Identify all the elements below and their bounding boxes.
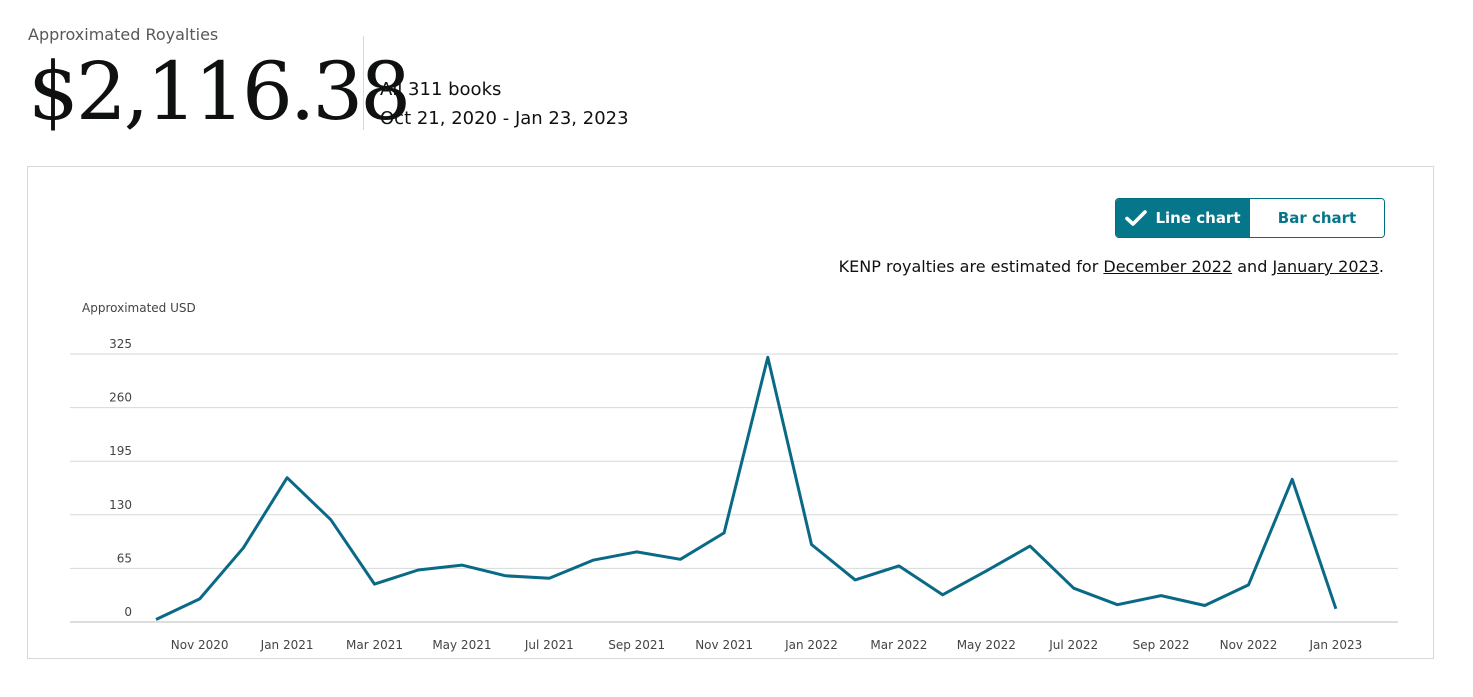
data-point[interactable] — [718, 527, 730, 539]
data-point[interactable] — [806, 538, 818, 550]
x-tick-label: Jul 2022 — [1048, 638, 1098, 652]
chart-panel: Line chart Bar chart KENP royalties are … — [27, 166, 1434, 659]
data-point[interactable] — [281, 472, 293, 484]
data-point[interactable] — [194, 593, 206, 605]
line-chart-button[interactable]: Line chart — [1116, 199, 1250, 237]
kenp-note-prefix: KENP royalties are estimated for — [838, 257, 1104, 276]
data-point[interactable] — [237, 542, 249, 554]
data-point[interactable] — [1111, 599, 1123, 611]
royalties-amount: $2,116.38 — [28, 45, 411, 138]
data-point[interactable] — [1068, 582, 1080, 594]
x-tick-label: Mar 2021 — [346, 638, 403, 652]
kenp-note-suffix: . — [1378, 257, 1384, 276]
x-tick-label: Sep 2021 — [608, 638, 665, 652]
y-tick-label: 0 — [124, 605, 132, 619]
y-tick-label: 260 — [109, 391, 132, 405]
data-point[interactable] — [762, 351, 774, 363]
y-axis-label: Approximated USD — [82, 301, 196, 315]
royalties-series-line — [155, 355, 1338, 621]
kenp-note-middle: and — [1232, 257, 1273, 276]
data-point[interactable] — [631, 546, 643, 558]
january-2023-link[interactable]: January 2023 — [1272, 257, 1379, 276]
data-point[interactable] — [543, 572, 555, 584]
y-tick-label: 130 — [109, 498, 132, 512]
data-point[interactable] — [1243, 579, 1255, 591]
royalties-line-chart: Approximated USD 0 65 130 195 260 325 Nov 202… — [70, 301, 1398, 652]
summary-divider — [363, 36, 364, 130]
date-range: Oct 21, 2020 - Jan 23, 2023 — [380, 108, 629, 129]
data-point[interactable] — [587, 554, 599, 566]
data-point[interactable] — [1199, 600, 1211, 612]
summary-label: Approximated Royalties — [28, 25, 219, 44]
december-2022-link[interactable]: December 2022 — [1103, 257, 1233, 276]
kenp-note: KENP royalties are estimated for Decembe… — [839, 257, 1384, 276]
x-tick-label: Jan 2023 — [1308, 638, 1362, 652]
data-point[interactable] — [325, 514, 337, 526]
x-tick-label: Jul 2021 — [524, 638, 574, 652]
chart-type-toggle: Line chart Bar chart — [1115, 198, 1385, 238]
data-point[interactable] — [150, 614, 162, 626]
x-tick-label: May 2022 — [957, 638, 1016, 652]
x-tick-label: Jan 2021 — [260, 638, 314, 652]
data-point[interactable] — [980, 565, 992, 577]
y-tick-label: 325 — [109, 337, 132, 351]
data-point[interactable] — [937, 589, 949, 601]
x-tick-label: Nov 2021 — [695, 638, 753, 652]
bar-chart-button[interactable]: Bar chart — [1250, 199, 1384, 237]
data-point[interactable] — [412, 564, 424, 576]
data-point[interactable] — [674, 553, 686, 565]
y-tick-label: 65 — [117, 551, 132, 565]
y-tick-label: 195 — [109, 444, 132, 458]
data-point[interactable] — [1155, 590, 1167, 602]
x-tick-label: Nov 2020 — [171, 638, 229, 652]
data-point[interactable] — [849, 574, 861, 586]
x-tick-label: Jan 2022 — [784, 638, 838, 652]
bar-chart-label: Bar chart — [1277, 209, 1357, 227]
x-tick-label: May 2021 — [432, 638, 491, 652]
data-point[interactable] — [369, 578, 381, 590]
data-point[interactable] — [893, 560, 905, 572]
data-point[interactable] — [456, 559, 468, 571]
data-point[interactable] — [1024, 540, 1036, 552]
check-icon — [1125, 210, 1148, 226]
royalties-summary: Approximated Royalties $2,116.38 All 311… — [28, 24, 728, 138]
x-tick-label: Nov 2022 — [1220, 638, 1278, 652]
data-point[interactable] — [1286, 473, 1298, 485]
x-tick-label: Sep 2022 — [1133, 638, 1190, 652]
data-point[interactable] — [1330, 603, 1342, 615]
line-chart-label: Line chart — [1155, 209, 1241, 227]
books-count: All 311 books — [380, 79, 502, 100]
x-tick-label: Mar 2022 — [870, 638, 927, 652]
data-point[interactable] — [500, 570, 512, 582]
